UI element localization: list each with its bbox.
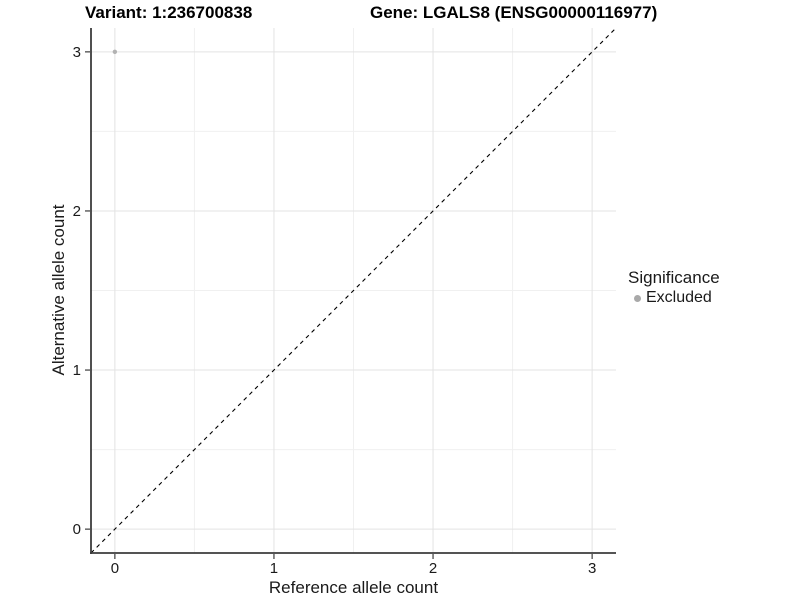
y-tick-label: 1	[73, 362, 81, 379]
x-tick-label: 2	[429, 560, 437, 577]
y-tick-label: 0	[73, 521, 81, 538]
x-axis-title: Reference allele count	[268, 578, 439, 597]
variant-title: Variant: 1:236700838	[85, 3, 253, 22]
y-tick-label: 2	[73, 203, 81, 220]
gene-title: Gene: LGALS8 (ENSG00000116977)	[370, 3, 658, 22]
y-axis-title: Alternative allele count	[49, 204, 68, 376]
x-tick-label: 1	[270, 560, 278, 577]
y-tick-label: 3	[73, 44, 81, 61]
legend-marker-circle-icon	[634, 294, 641, 302]
x-tick-label: 0	[111, 560, 119, 577]
identity-line	[90, 27, 617, 554]
x-tick-label: 3	[588, 560, 596, 577]
legend-label: Excluded	[646, 289, 712, 306]
legend: Significance Excluded	[628, 268, 720, 306]
legend-title: Significance	[628, 268, 720, 287]
data-point	[112, 49, 118, 55]
legend-item-excluded: Excluded	[628, 289, 720, 306]
